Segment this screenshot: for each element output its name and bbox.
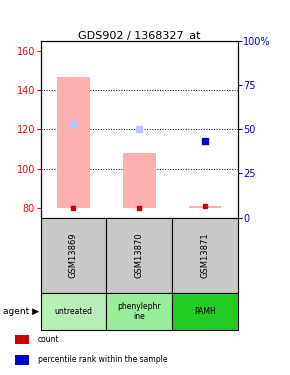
Title: GDS902 / 1368327_at: GDS902 / 1368327_at (78, 30, 200, 41)
Text: phenylephr
ine: phenylephr ine (117, 302, 161, 321)
Bar (123, 153, 156, 208)
Text: PAMH: PAMH (194, 307, 216, 316)
Text: percentile rank within the sample: percentile rank within the sample (38, 356, 167, 364)
Bar (188, 206, 221, 208)
Text: agent ▶: agent ▶ (3, 307, 39, 316)
Text: GSM13870: GSM13870 (135, 232, 144, 278)
Text: GSM13871: GSM13871 (200, 232, 209, 278)
Text: count: count (38, 335, 59, 344)
Text: untreated: untreated (55, 307, 93, 316)
Bar (57, 76, 90, 208)
Text: GSM13869: GSM13869 (69, 232, 78, 278)
